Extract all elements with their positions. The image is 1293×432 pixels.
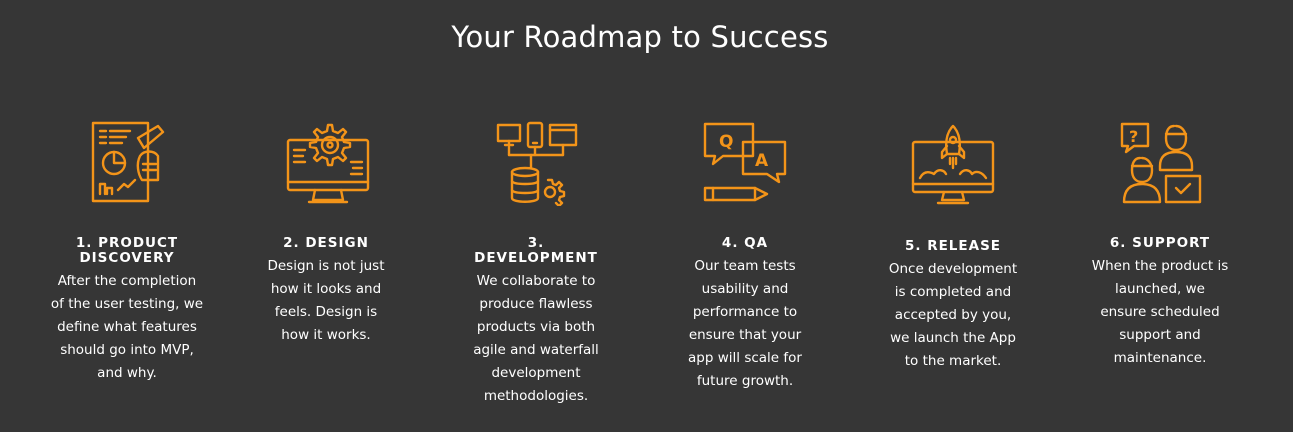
step-1-heading: 1. PRODUCT DISCOVERY <box>38 236 216 266</box>
step-6-desc-line: support and <box>1119 327 1201 343</box>
step-6-heading: 6. SUPPORT <box>1071 236 1249 251</box>
step-3-heading-line-1: 3. <box>527 235 545 251</box>
step-6-description: When the product is launched, we ensure … <box>1071 255 1249 370</box>
support-icon: ? <box>1118 120 1208 210</box>
step-2-desc-line: how it works. <box>281 327 371 343</box>
step-6-heading-line-1: 6. SUPPORT <box>1109 235 1211 251</box>
step-4-desc-line: performance to <box>692 304 798 320</box>
section-title: Your Roadmap to Success <box>451 20 829 54</box>
step-3-description: We collaborate to produce flawless produ… <box>447 270 625 408</box>
step-3-heading: 3. DEVELOPMENT <box>447 236 625 266</box>
step-2-desc-line: feels. Design is <box>274 304 378 320</box>
step-3-heading-line-2: DEVELOPMENT <box>474 250 598 266</box>
step-1-desc-line: should go into MVP, <box>60 342 194 358</box>
step-2-desc-line: how it looks and <box>270 281 382 297</box>
step-6: 6. SUPPORT When the product is launched,… <box>1071 236 1249 370</box>
step-1: 1. PRODUCT DISCOVERY After the completio… <box>38 236 216 385</box>
step-5-desc-line: Once development <box>888 261 1018 277</box>
step-2-desc-line: Design is not just <box>267 258 385 274</box>
product-discovery-icon <box>88 118 168 208</box>
design-icon <box>285 120 371 210</box>
step-5-heading: 5. RELEASE <box>864 239 1042 254</box>
step-6-desc-line: maintenance. <box>1113 350 1207 366</box>
step-5-desc-line: to the market. <box>904 353 1002 369</box>
svg-text:Q: Q <box>719 132 733 152</box>
step-5-desc-line: accepted by you, <box>894 307 1012 323</box>
step-5: 5. RELEASE Once development is completed… <box>864 239 1042 373</box>
step-2-heading: 2. DESIGN <box>237 236 415 251</box>
step-4-heading: 4. QA <box>656 236 834 251</box>
step-5-desc-line: we launch the App <box>890 330 1016 346</box>
step-2-description: Design is not just how it looks and feel… <box>237 255 415 347</box>
step-2: 2. DESIGN Design is not just how it look… <box>237 236 415 347</box>
step-4-desc-line: Our team tests <box>694 258 796 274</box>
release-icon <box>910 122 996 212</box>
step-1-heading-line-2: DISCOVERY <box>79 250 175 266</box>
step-1-desc-line: After the completion <box>57 273 197 289</box>
step-5-desc-line: is completed and <box>894 284 1012 300</box>
step-3-desc-line: agile and waterfall <box>473 342 599 358</box>
step-1-desc-line: and why. <box>97 365 157 381</box>
step-3-desc-line: produce flawless <box>479 296 593 312</box>
step-1-desc-line: of the user testing, we <box>50 296 204 312</box>
step-1-description: After the completion of the user testing… <box>38 270 216 385</box>
svg-text:?: ? <box>1129 127 1138 146</box>
step-4-heading-line-1: 4. QA <box>721 235 769 251</box>
step-3: 3. DEVELOPMENT We collaborate to produce… <box>447 236 625 408</box>
step-3-desc-line: products via both <box>476 319 596 335</box>
development-icon <box>494 120 580 210</box>
step-3-desc-line: development <box>491 365 581 381</box>
step-1-heading-line-1: 1. PRODUCT <box>75 235 179 251</box>
step-3-desc-line: We collaborate to <box>476 273 596 289</box>
step-3-desc-line: methodologies. <box>483 388 589 404</box>
step-4-desc-line: app will scale for <box>688 350 802 366</box>
step-6-desc-line: launched, we <box>1115 281 1205 297</box>
step-2-heading-line-1: 2. DESIGN <box>283 235 369 251</box>
step-6-desc-line: ensure scheduled <box>1100 304 1220 320</box>
step-4-desc-line: usability and <box>701 281 789 297</box>
step-5-description: Once development is completed and accept… <box>864 258 1042 373</box>
step-5-heading-line-1: 5. RELEASE <box>904 238 1002 254</box>
step-4-desc-line: ensure that your <box>688 327 802 343</box>
step-4-desc-line: future growth. <box>696 373 794 389</box>
step-6-desc-line: When the product is <box>1091 258 1229 274</box>
step-4: 4. QA Our team tests usability and perfo… <box>656 236 834 393</box>
qa-icon: Q A <box>701 120 791 210</box>
step-1-desc-line: define what features <box>57 319 197 335</box>
step-4-description: Our team tests usability and performance… <box>656 255 834 393</box>
svg-text:A: A <box>755 151 769 171</box>
